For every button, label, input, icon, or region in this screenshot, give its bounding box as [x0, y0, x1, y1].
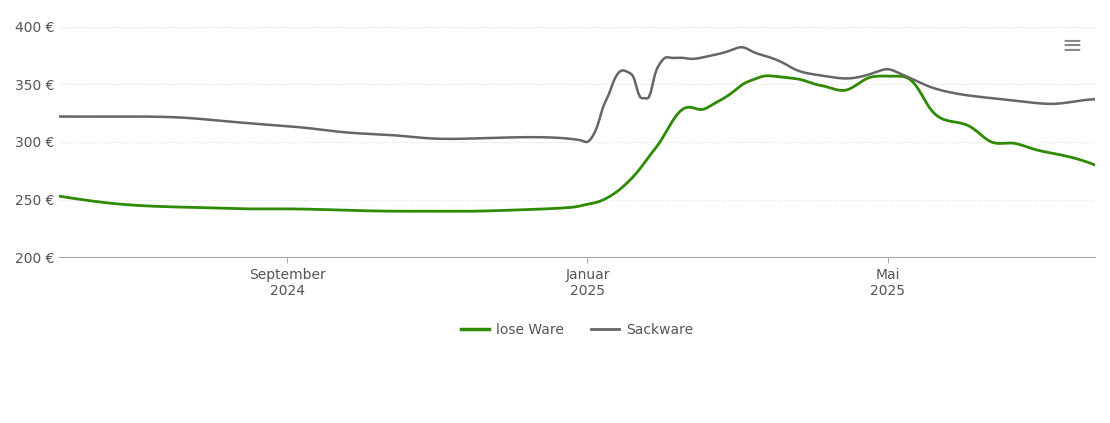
Legend: lose Ware, Sackware: lose Ware, Sackware	[455, 317, 699, 343]
Text: ≡: ≡	[1061, 34, 1082, 58]
